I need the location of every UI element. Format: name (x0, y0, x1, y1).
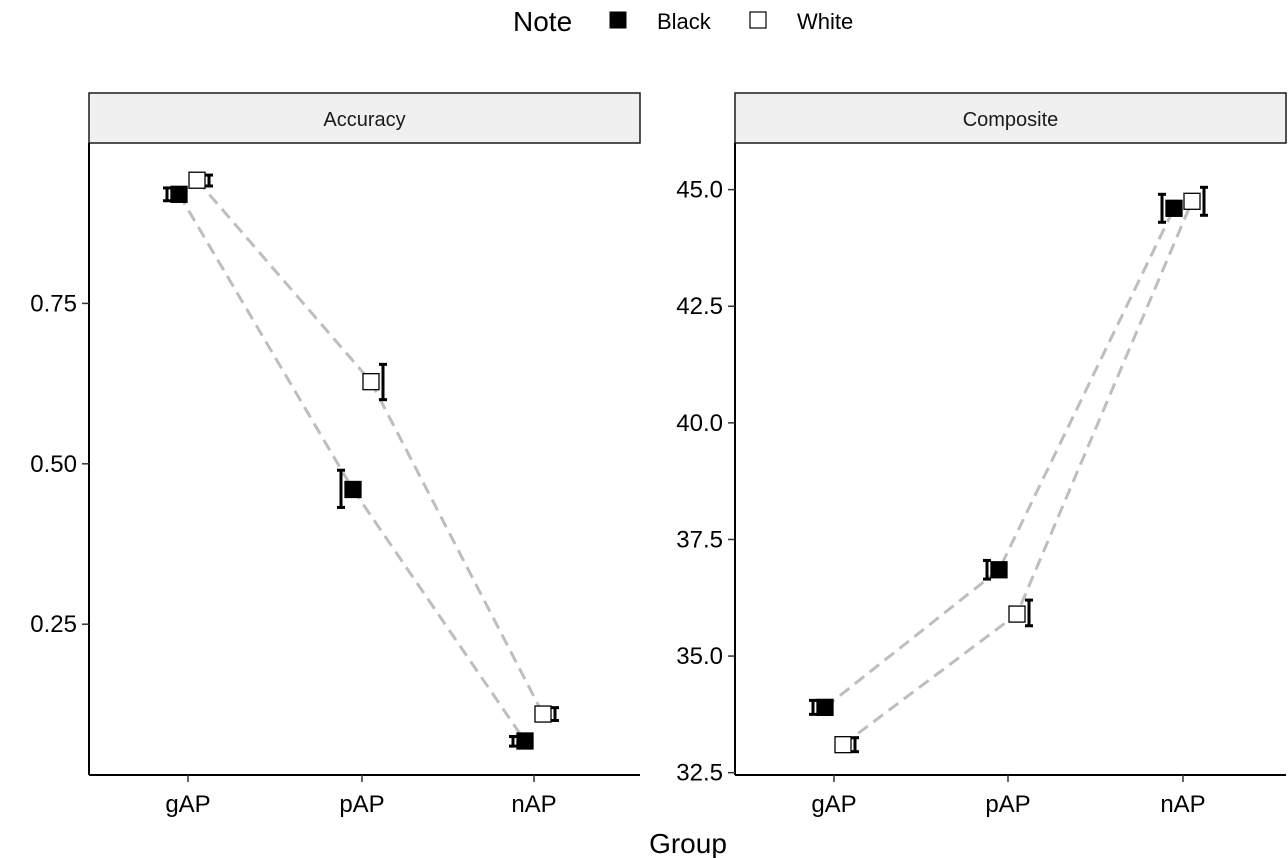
strip-background (734, 92, 1287, 144)
x-tick-label: gAP (165, 791, 210, 818)
data-point-black (816, 698, 834, 717)
legend-label-black: Black (657, 9, 712, 34)
x-tick-label: pAP (985, 791, 1030, 818)
legend: Note Black White (513, 6, 853, 37)
x-tick-label: nAP (511, 791, 556, 818)
x-axis-title: Group (649, 828, 727, 858)
y-tick-label: 42.5 (676, 293, 723, 320)
data-point-black (170, 185, 188, 203)
legend-key-black (609, 11, 627, 29)
panel-composite: Composite 32.5 35.0 37.5 40.0 42.5 45.0 gAP pAP n… (676, 92, 1287, 818)
x-tick-label: pAP (339, 791, 384, 818)
series-line-white (195, 179, 545, 715)
y-tick-label: 0.50 (30, 451, 77, 478)
panel-accuracy: Accuracy 0.25 0.50 0.75 gAP pAP nAP (30, 92, 641, 818)
data-point-black (990, 561, 1008, 579)
y-tick-label: 40.0 (676, 410, 723, 437)
data-point-white (362, 373, 380, 391)
data-point-white (1183, 192, 1201, 210)
series-line-black (177, 193, 527, 742)
y-tick-label: 35.0 (676, 643, 723, 670)
x-tick-label: gAP (811, 791, 856, 818)
strip-background (88, 92, 641, 144)
y-tick-label: 45.0 (676, 177, 723, 204)
legend-title: Note (513, 6, 572, 37)
y-tick-label: 0.75 (30, 290, 77, 317)
panels: Accuracy 0.25 0.50 0.75 gAP pAP nAP Composite 32… (30, 92, 1287, 818)
series-line-black (824, 207, 1176, 709)
data-point-black (516, 732, 534, 750)
x-tick-label: nAP (1160, 791, 1205, 818)
data-point-black (344, 480, 362, 499)
y-tick-label: 37.5 (676, 526, 723, 553)
legend-label-white: White (797, 9, 853, 34)
data-point-white (534, 705, 552, 723)
series-line-white (842, 200, 1194, 746)
strip-label: Accuracy (323, 109, 405, 131)
y-tick-label: 0.25 (30, 611, 77, 638)
data-point-white (1008, 605, 1026, 623)
y-tick-label: 32.5 (676, 760, 723, 787)
data-point-black (1165, 199, 1183, 217)
strip-label: Composite (963, 109, 1059, 131)
data-point-white (188, 171, 206, 189)
data-point-white (834, 736, 852, 754)
legend-key-white (749, 11, 767, 29)
